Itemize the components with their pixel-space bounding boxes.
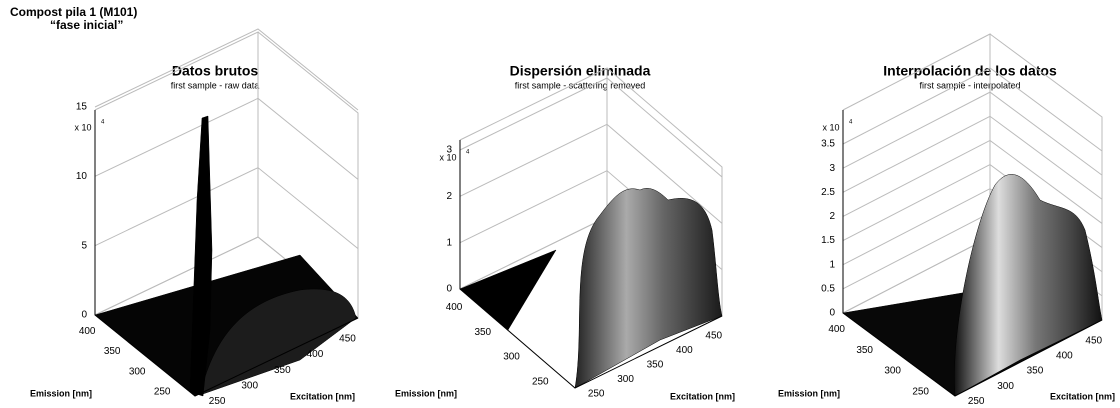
excitation-tick-label: 300 [617,374,634,385]
z-exponent: 4 [466,150,470,156]
panel-subtitle: first sample - raw data [171,80,260,90]
z-tick-label: 10 [76,171,88,182]
excitation-tick-label: 400 [307,349,324,360]
z-exponent: 4 [849,120,853,126]
panel-subtitle: first sample - interpolated [919,80,1020,90]
excitation-tick-label: 400 [1056,350,1073,361]
emission-tick-label: 400 [828,324,845,335]
surface [199,288,357,396]
emission-label: Emission [nm] [395,388,457,398]
surface [574,188,723,389]
grid-line [842,115,1103,200]
axis-line [459,140,723,389]
emission-tick-label: 400 [79,326,96,337]
excitation-tick-label: 400 [676,345,693,356]
surface [189,115,213,397]
surface [954,174,1103,397]
excitation-tick-label: 450 [705,331,722,342]
emission-tick-label: 250 [912,386,929,397]
excitation-tick-label: 300 [997,381,1014,392]
z-tick-label: 0 [446,284,452,295]
panel-title: Dispersión eliminada [510,63,651,79]
figure-title: Compost pila 1 (M101) [10,5,137,19]
grid-line [842,67,1103,152]
grid-line [842,91,1103,176]
excitation-tick-label: 300 [241,380,258,391]
grid-line [842,139,1103,224]
figure-subtitle: “fase inicial” [50,18,123,32]
excitation-label: Excitation [nm] [290,391,355,401]
z-tick-label: 1.5 [821,235,835,246]
excitation-tick-label: 250 [209,396,226,407]
excitation-tick-label: 250 [968,396,985,407]
z-scale: x 10 [822,122,839,132]
z-tick-label: 15 [76,102,88,113]
grid-line [94,97,359,180]
emission-tick-label: 300 [129,366,146,377]
excitation-label: Excitation [nm] [1050,391,1115,401]
excitation-tick-label: 350 [274,365,291,376]
grid-line [94,167,359,250]
excitation-tick-label: 450 [1085,335,1102,346]
z-tick-label: 2 [446,191,452,202]
emission-tick-label: 350 [474,327,491,338]
emission-label: Emission [nm] [30,388,92,398]
emission-tick-label: 350 [856,345,873,356]
z-tick-label: 2 [829,211,835,222]
panel-title: Interpolación de los datos [883,63,1057,79]
excitation-tick-label: 350 [1027,366,1044,377]
z-tick-label: 2.5 [821,187,835,198]
z-tick-label: 1 [829,259,835,270]
excitation-tick-label: 350 [647,360,664,371]
excitation-tick-label: 250 [588,388,605,399]
excitation-label: Excitation [nm] [670,391,735,401]
z-tick-label: 3 [829,163,835,174]
z-tick-label: 1 [446,237,452,248]
emission-tick-label: 250 [532,376,549,387]
z-tick-label: 5 [81,240,87,251]
panel-subtitle: first sample - scattering removed [515,80,646,90]
excitation-tick-label: 450 [339,334,356,345]
z-tick-label: 0.5 [821,283,835,294]
z-tick-label: 0 [829,308,835,319]
z-exponent: 4 [101,120,105,126]
z-tick-label: 0 [81,310,87,321]
grid-line [459,123,723,224]
grid-line [459,77,723,178]
z-tick-label: 3 [446,145,452,156]
emission-label: Emission [nm] [778,388,840,398]
z-tick-label: 3.5 [821,139,835,150]
axis-line [94,110,359,397]
z-scale: x 10 [439,152,456,162]
emission-tick-label: 300 [884,366,901,377]
emission-tick-label: 400 [446,302,463,313]
grid-line [94,28,359,111]
axis-line [842,110,1103,397]
emission-tick-label: 350 [104,346,121,357]
z-scale: x 10 [74,122,91,132]
panel-title: Datos brutos [172,63,259,79]
surface [459,249,557,331]
emission-tick-label: 250 [154,387,171,398]
emission-tick-label: 300 [503,352,520,363]
